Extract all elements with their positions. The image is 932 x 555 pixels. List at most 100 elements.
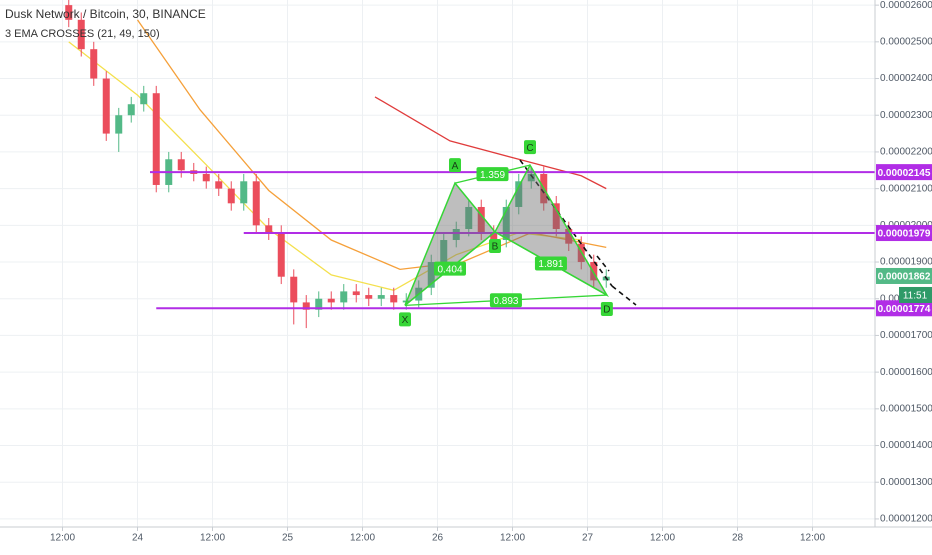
- ratio-badge: [434, 261, 466, 276]
- y-tick-label: 0.00002300: [880, 110, 932, 121]
- pattern-point-label: A: [452, 161, 459, 172]
- plot: [65, 0, 610, 329]
- x-tick-label: 12:00: [500, 533, 525, 544]
- x-tick-label: 12:00: [650, 533, 675, 544]
- pattern-point-badge: [399, 312, 411, 327]
- x-tick-label: 24: [132, 533, 144, 544]
- pattern-point-label: C: [526, 143, 533, 154]
- x-tick-label: 12:00: [350, 533, 375, 544]
- level-label-badge: [876, 225, 932, 242]
- x-tick-label: 28: [732, 533, 744, 544]
- y-tick-label: 0.00002200: [880, 147, 932, 158]
- pattern-point-badge: [489, 238, 501, 253]
- candle-body: [452, 229, 460, 241]
- y-tick-label: 0.00001300: [880, 477, 932, 488]
- projection-line: [611, 285, 637, 306]
- candle-body: [340, 291, 348, 303]
- axes: 0.00002600 0.00002500 0.00002400 0.00002300…: [50, 0, 932, 544]
- time-axis: [0, 527, 932, 550]
- candle-body: [265, 225, 273, 233]
- candle-body: [590, 262, 598, 281]
- candle-body: [240, 181, 248, 204]
- candle-body: [77, 19, 85, 50]
- x-tick-label: 26: [432, 533, 444, 544]
- pattern-point-label: D: [603, 305, 610, 316]
- candle-body: [365, 295, 373, 299]
- x-tick-label: 12:00: [50, 533, 75, 544]
- y-tick-label: 0.00001600: [880, 367, 932, 378]
- ratio-badge: [534, 256, 567, 271]
- candle-body: [390, 295, 398, 303]
- projection: [519, 159, 637, 306]
- last-price-label-badge: [876, 267, 932, 284]
- pattern-point-badge: [449, 158, 461, 173]
- candle-body: [102, 78, 110, 134]
- ema-line: [68, 41, 582, 291]
- candle-body: [440, 240, 448, 263]
- level-label: 0.00001979: [878, 229, 931, 240]
- y-tick-label: 0.00001400: [880, 440, 932, 451]
- ema-line: [374, 96, 607, 190]
- candle-body: [152, 93, 160, 185]
- ratio-badge: [489, 293, 522, 308]
- candle-body: [427, 262, 435, 288]
- level-label-badge: [876, 300, 932, 317]
- candle-body: [552, 203, 560, 230]
- y-tick-label: 0.00001500: [880, 403, 932, 414]
- candle-body: [477, 206, 485, 233]
- level-label: 0.00002145: [878, 168, 931, 179]
- y-tick-label: 0.00002600: [880, 0, 932, 11]
- y-tick-label: 0.00002500: [880, 36, 932, 47]
- candle-body: [352, 291, 360, 296]
- pattern-point-badge: [600, 302, 613, 317]
- candle-body: [277, 232, 285, 277]
- candle-body: [227, 188, 235, 204]
- countdown-label: 11:51: [903, 291, 928, 302]
- candle-body: [115, 115, 123, 134]
- ema-line: [136, 19, 607, 271]
- ratio-label: 1.359: [480, 170, 505, 181]
- chart-title: Dusk Network / Bitcoin, 30, BINANCE: [5, 7, 206, 21]
- candle-body: [527, 173, 535, 182]
- ratio-label: 0.893: [493, 296, 518, 307]
- projection-line: [596, 255, 610, 272]
- candle-body: [490, 232, 498, 241]
- last-price-label: 0.00001862: [878, 272, 931, 283]
- pattern-point-label: X: [402, 315, 409, 326]
- ratio-badge: [476, 167, 509, 182]
- y-tick-label: 0.00001900: [880, 257, 932, 268]
- candle-body: [127, 104, 135, 116]
- level-label-badge: [876, 164, 932, 181]
- x-tick-label: 27: [582, 533, 594, 544]
- y-tick-label: 0.00002400: [880, 73, 932, 84]
- overlay: X A B C D 1.359 0.404 1.891 0.893: [150, 140, 875, 327]
- y-tick-label: 0.00001200: [880, 514, 932, 525]
- x-tick-label: 12:00: [200, 533, 225, 544]
- candle-body: [90, 49, 98, 79]
- projection-line: [519, 159, 613, 287]
- ratio-label: 0.404: [437, 264, 462, 275]
- pattern-point-label: B: [492, 242, 499, 253]
- candle-body: [315, 298, 323, 310]
- candle-body: [202, 173, 210, 182]
- candle-body: [565, 229, 573, 244]
- pattern-triangle: [493, 163, 609, 298]
- x-tick-label: 12:00: [800, 533, 825, 544]
- candle-body: [465, 206, 473, 230]
- candle-body: [377, 295, 385, 299]
- countdown-badge: [899, 286, 932, 303]
- candle-body: [215, 181, 223, 189]
- candle-body: [515, 181, 523, 207]
- grid: [0, 0, 875, 527]
- level-label: 0.00001774: [878, 304, 931, 315]
- candle-body: [327, 298, 335, 303]
- pattern-point-badge: [524, 140, 536, 155]
- candle-body: [140, 93, 148, 105]
- candle-body: [302, 302, 310, 310]
- candle-body: [502, 206, 510, 241]
- candle-body: [252, 181, 260, 226]
- x-tick-label: 25: [282, 533, 294, 544]
- y-tick-label: 0.00002100: [880, 183, 932, 194]
